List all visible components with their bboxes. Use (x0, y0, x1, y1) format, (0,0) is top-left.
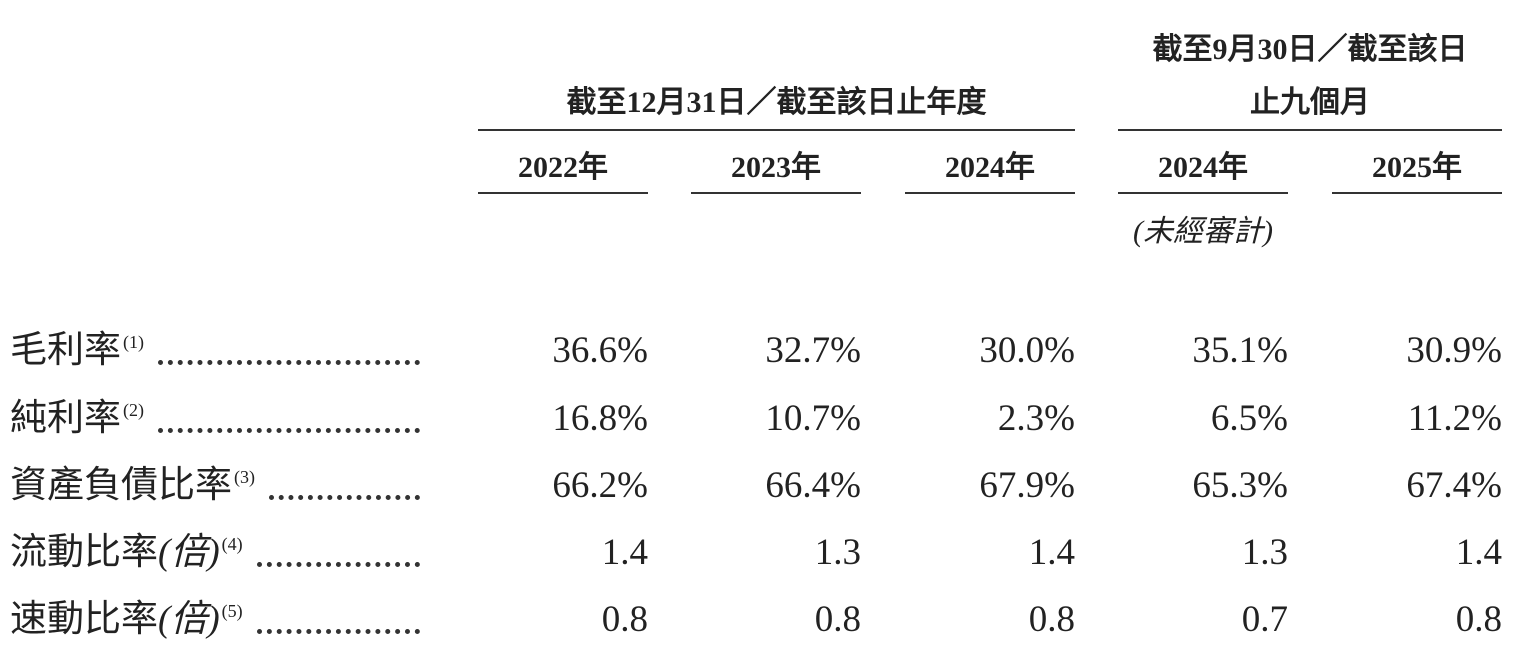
cell-value: 16.8% (552, 398, 648, 439)
cell-value: 32.7% (765, 330, 861, 371)
row-label: 純利率 (2) (10, 400, 144, 437)
leader-dots (269, 489, 420, 500)
row-label: 流動比率(倍) (4) (10, 534, 243, 571)
cell-value: 0.8 (1455, 599, 1502, 640)
cell-value: 6.5% (1210, 398, 1288, 439)
column-rule (1118, 192, 1288, 194)
footnote-ref: (3) (234, 467, 255, 487)
leader-dots (158, 354, 420, 365)
label-text: 毛利率 (10, 330, 121, 371)
group-header: 止九個月 (1250, 86, 1370, 119)
cell-value: 11.2% (1407, 398, 1502, 439)
column-header: 2022年 (518, 151, 608, 184)
column-rule (478, 192, 648, 194)
cell-value: 1.3 (1241, 532, 1288, 573)
label-text: 流動比率 (10, 532, 158, 573)
group-rule (478, 129, 1075, 131)
cell-value: 66.2% (552, 465, 648, 506)
cell-value: 1.4 (601, 532, 648, 573)
row-label: 毛利率 (1) (10, 332, 144, 369)
label-text: 速動比率 (10, 599, 158, 640)
column-header: 2025年 (1372, 151, 1462, 184)
cell-value: 36.6% (552, 330, 648, 371)
unit: (倍) (158, 599, 220, 640)
cell-value: 67.4% (1406, 465, 1502, 506)
footnote-ref: (1) (123, 332, 144, 352)
cell-value: 10.7% (765, 398, 861, 439)
group-rule (1118, 129, 1502, 131)
label-text: 資產負債比率 (10, 465, 232, 506)
cell-value: 1.4 (1028, 532, 1075, 573)
column-rule (905, 192, 1075, 194)
leader-dots (158, 422, 420, 433)
column-note: (未經審計) (1133, 215, 1273, 248)
cell-value: 65.3% (1192, 465, 1288, 506)
cell-value: 1.4 (1455, 532, 1502, 573)
footnote-ref: (4) (221, 534, 243, 554)
cell-value: 66.4% (765, 465, 861, 506)
footnote-ref: (2) (123, 400, 144, 420)
cell-value: 0.8 (601, 599, 648, 640)
cell-value: 1.3 (814, 532, 861, 573)
cell-value: 0.7 (1241, 599, 1288, 640)
column-rule (691, 192, 861, 194)
cell-value: 0.8 (1028, 599, 1075, 640)
cell-value: 67.9% (979, 465, 1075, 506)
cell-value: 30.9% (1406, 330, 1502, 371)
column-rule (1332, 192, 1502, 194)
cell-value: 0.8 (814, 599, 861, 640)
group-header: 截至12月31日／截至該日止年度 (566, 86, 987, 119)
column-header: 2023年 (731, 151, 821, 184)
row-label: 資產負債比率 (3) (10, 467, 255, 504)
cell-value: 35.1% (1192, 330, 1288, 371)
footnote-ref: (5) (221, 601, 243, 621)
group-header: 截至9月30日／截至該日 (1152, 33, 1468, 66)
label-text: 純利率 (10, 398, 121, 439)
unit: (倍) (158, 532, 220, 573)
leader-dots (257, 556, 420, 567)
column-header: 2024年 (945, 151, 1035, 184)
row-label: 速動比率(倍) (5) (10, 601, 243, 638)
leader-dots (257, 623, 420, 634)
column-header: 2024年 (1158, 151, 1248, 184)
cell-value: 2.3% (997, 398, 1075, 439)
cell-value: 30.0% (979, 330, 1075, 371)
